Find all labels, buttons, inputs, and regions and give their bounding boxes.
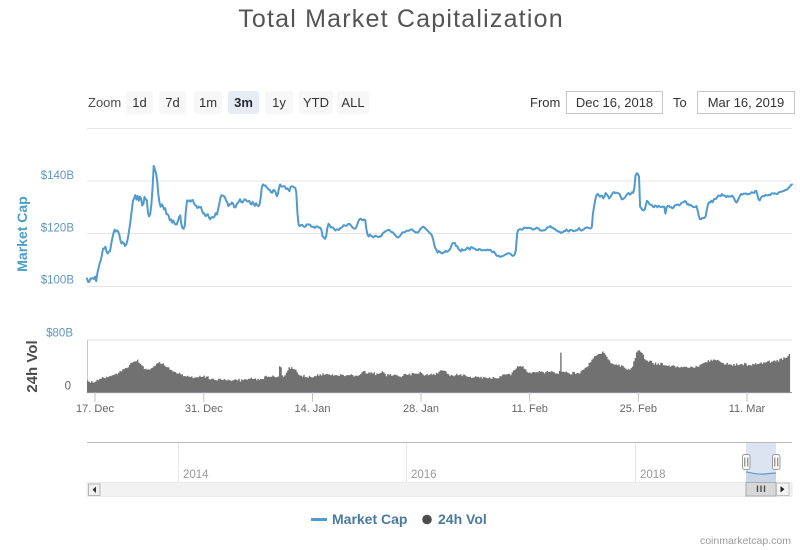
svg-text:2018: 2018 <box>640 469 666 481</box>
svg-text:$120B: $120B <box>41 222 75 234</box>
svg-text:Market Cap: Market Cap <box>14 196 30 271</box>
svg-text:$80B: $80B <box>46 328 73 340</box>
svg-text:28. Jan: 28. Jan <box>403 403 439 415</box>
svg-text:11. Feb: 11. Feb <box>511 403 548 415</box>
svg-text:2014: 2014 <box>183 469 209 481</box>
svg-text:11. Mar: 11. Mar <box>729 403 766 415</box>
svg-text:14. Jan: 14. Jan <box>294 403 330 415</box>
svg-text:31. Dec: 31. Dec <box>185 403 223 415</box>
svg-text:24h Vol: 24h Vol <box>24 340 41 392</box>
svg-text:25. Feb: 25. Feb <box>620 403 657 415</box>
svg-text:0: 0 <box>65 381 71 393</box>
svg-text:$140B: $140B <box>41 170 75 182</box>
svg-text:17. Dec: 17. Dec <box>76 403 114 415</box>
svg-text:2016: 2016 <box>411 469 437 481</box>
svg-text:$100B: $100B <box>41 275 75 287</box>
